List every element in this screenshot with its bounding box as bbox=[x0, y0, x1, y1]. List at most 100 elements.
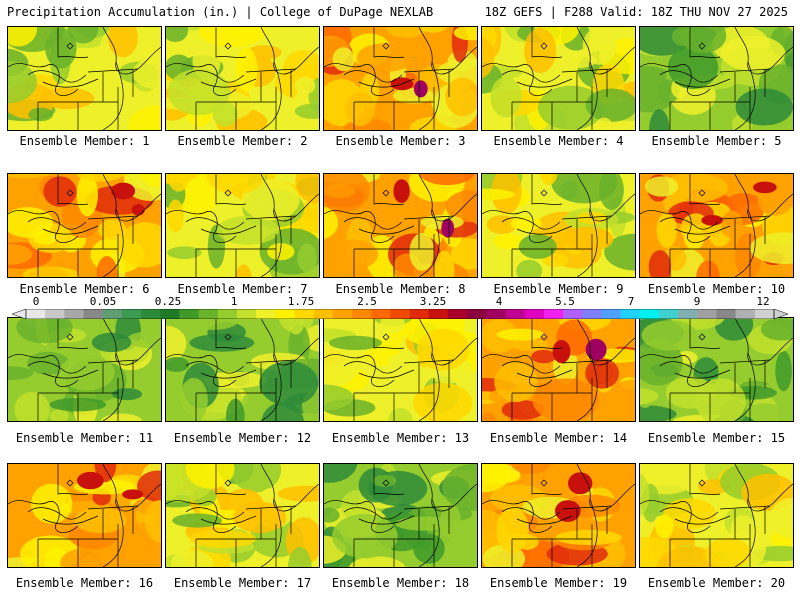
ensemble-member-label: Ensemble Member: 19 bbox=[489, 576, 628, 590]
precip-map bbox=[482, 27, 635, 130]
ensemble-member-label: Ensemble Member: 7 bbox=[177, 282, 308, 296]
ensemble-member-label: Ensemble Member: 10 bbox=[647, 282, 786, 296]
ensemble-map-panel bbox=[165, 317, 320, 422]
colorbar-swatch bbox=[563, 309, 583, 319]
ensemble-member-label: Ensemble Member: 11 bbox=[15, 431, 154, 445]
colorbar-tick-label: 1 bbox=[230, 295, 238, 308]
station-marker-icon bbox=[698, 479, 706, 487]
ensemble-map-panel bbox=[481, 463, 636, 568]
precip-map bbox=[482, 318, 635, 421]
precip-map bbox=[166, 27, 319, 130]
colorbar-min-arrow bbox=[12, 309, 27, 319]
station-marker-icon bbox=[698, 189, 706, 197]
colorbar-swatch bbox=[754, 309, 775, 319]
precip-map bbox=[482, 174, 635, 277]
colorbar-swatch bbox=[486, 309, 506, 319]
station-marker-icon bbox=[382, 333, 390, 341]
colorbar-swatch bbox=[236, 309, 257, 319]
ensemble-member-label: Ensemble Member: 13 bbox=[331, 431, 470, 445]
colorbar-tick-label: 5.5 bbox=[555, 295, 575, 308]
colorbar-swatch bbox=[332, 309, 353, 319]
station-marker-icon bbox=[698, 333, 706, 341]
ensemble-member-label: Ensemble Member: 1 bbox=[19, 134, 150, 148]
ensemble-map-panel bbox=[323, 463, 478, 568]
ensemble-member-label: Ensemble Member: 2 bbox=[177, 134, 308, 148]
colorbar-swatch bbox=[735, 309, 756, 319]
colorbar-swatch bbox=[390, 309, 410, 319]
ensemble-map-panel bbox=[165, 26, 320, 131]
colorbar-tick-label: 0.25 bbox=[154, 295, 182, 308]
colorbar-tick-label: 0 bbox=[32, 295, 40, 308]
ensemble-map-panel bbox=[323, 173, 478, 278]
colorbar-swatch bbox=[198, 309, 219, 319]
precip-map bbox=[640, 464, 793, 567]
ensemble-member-label: Ensemble Member: 4 bbox=[493, 134, 624, 148]
station-marker-icon bbox=[66, 333, 74, 341]
precip-map bbox=[324, 318, 477, 421]
ensemble-member-label: Ensemble Member: 3 bbox=[335, 134, 466, 148]
colorbar-swatch bbox=[658, 309, 679, 319]
colorbar-tick-label: 4 bbox=[495, 295, 503, 308]
ensemble-map-panel bbox=[7, 26, 162, 131]
ensemble-member-label: Ensemble Member: 5 bbox=[651, 134, 782, 148]
precip-map bbox=[166, 174, 319, 277]
colorbar-swatch bbox=[697, 309, 717, 319]
colorbar-swatch bbox=[160, 309, 180, 319]
colorbar-swatch bbox=[620, 309, 641, 319]
ensemble-map-panel bbox=[481, 173, 636, 278]
colorbar-swatch bbox=[64, 309, 84, 319]
colorbar-swatch bbox=[678, 309, 698, 319]
precip-map bbox=[640, 27, 793, 130]
ensemble-map-panel bbox=[639, 173, 794, 278]
colorbar-swatch bbox=[294, 309, 314, 319]
ensemble-map-panel bbox=[323, 26, 478, 131]
colorbar-swatch bbox=[524, 309, 545, 319]
ensemble-member-label: Ensemble Member: 17 bbox=[173, 576, 312, 590]
ensemble-map-panel bbox=[7, 463, 162, 568]
precipitation-colorbar bbox=[12, 309, 788, 319]
precip-map bbox=[640, 174, 793, 277]
run-valid-time: 18Z GEFS | F288 Valid: 18Z THU NOV 27 20… bbox=[484, 5, 788, 19]
colorbar-tick-label: 3.25 bbox=[419, 295, 447, 308]
precip-map bbox=[640, 318, 793, 421]
colorbar-tick-label: 9 bbox=[693, 295, 701, 308]
precip-map bbox=[8, 318, 161, 421]
ensemble-map-panel bbox=[165, 463, 320, 568]
precip-map bbox=[8, 174, 161, 277]
station-marker-icon bbox=[224, 479, 232, 487]
ensemble-map-panel bbox=[639, 317, 794, 422]
colorbar-swatch bbox=[447, 309, 468, 319]
precip-map bbox=[324, 27, 477, 130]
colorbar-swatch bbox=[371, 309, 391, 319]
station-marker-icon bbox=[224, 189, 232, 197]
map-title: Precipitation Accumulation (in.) | Colle… bbox=[7, 5, 434, 19]
colorbar-swatch bbox=[505, 309, 525, 319]
colorbar-swatch bbox=[428, 309, 449, 319]
ensemble-map-panel bbox=[481, 317, 636, 422]
ensemble-map-panel bbox=[639, 26, 794, 131]
station-marker-icon bbox=[382, 479, 390, 487]
ensemble-map-panel bbox=[165, 173, 320, 278]
ensemble-member-label: Ensemble Member: 8 bbox=[335, 282, 466, 296]
precip-map bbox=[166, 318, 319, 421]
colorbar-swatch bbox=[83, 309, 104, 319]
station-marker-icon bbox=[540, 479, 548, 487]
precip-map bbox=[8, 27, 161, 130]
station-marker-icon bbox=[382, 189, 390, 197]
colorbar-tick-label: 1.75 bbox=[287, 295, 315, 308]
colorbar-swatch bbox=[179, 309, 199, 319]
colorbar-swatch bbox=[313, 309, 334, 319]
colorbar-max-arrow bbox=[773, 309, 788, 319]
colorbar-swatch bbox=[352, 309, 372, 319]
colorbar-swatch bbox=[601, 309, 621, 319]
ensemble-member-label: Ensemble Member: 9 bbox=[493, 282, 624, 296]
colorbar-swatch bbox=[141, 309, 161, 319]
ensemble-map-panel bbox=[7, 317, 162, 422]
ensemble-member-label: Ensemble Member: 18 bbox=[331, 576, 470, 590]
colorbar-swatch bbox=[582, 309, 602, 319]
colorbar-tick-label: 7 bbox=[627, 295, 635, 308]
colorbar-swatch bbox=[102, 309, 123, 319]
colorbar-swatch bbox=[467, 309, 487, 319]
station-marker-icon bbox=[540, 189, 548, 197]
station-marker-icon bbox=[698, 42, 706, 50]
